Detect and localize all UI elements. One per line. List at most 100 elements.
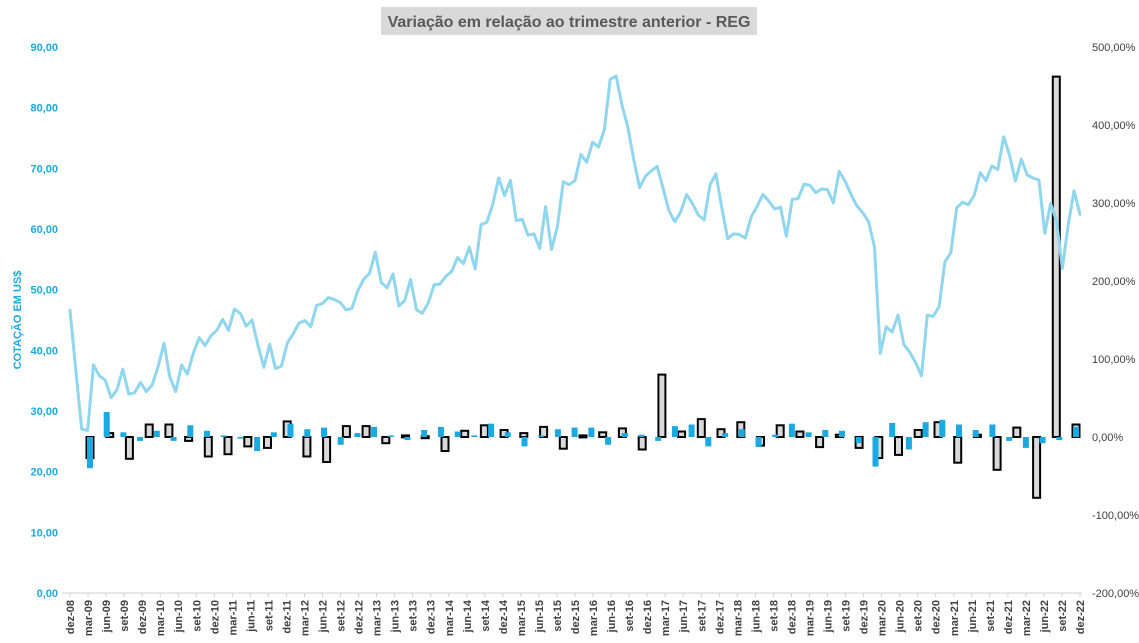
price-point bbox=[163, 342, 165, 344]
x-tick-label: jun-15 bbox=[534, 600, 546, 633]
quarter-change-box bbox=[144, 423, 154, 438]
price-point bbox=[867, 220, 870, 223]
price-point bbox=[427, 302, 430, 304]
quarter-change-box bbox=[637, 436, 647, 451]
change-bar bbox=[738, 429, 745, 437]
y-tick-label: 80,00 bbox=[30, 103, 58, 115]
change-bar bbox=[404, 437, 411, 441]
price-point bbox=[1014, 180, 1017, 182]
x-tick-label: set-15 bbox=[552, 600, 564, 632]
x-tick-label: dez-18 bbox=[786, 600, 798, 634]
change-bar bbox=[956, 424, 962, 437]
x-tick-label: set-12 bbox=[336, 600, 348, 632]
price-point bbox=[903, 343, 905, 346]
change-bar bbox=[337, 437, 344, 445]
y-tick-label: 10,00 bbox=[30, 527, 58, 539]
price-point bbox=[691, 202, 694, 205]
change-bar bbox=[454, 431, 461, 437]
y-tick-label: 90,00 bbox=[30, 42, 58, 54]
price-point bbox=[932, 315, 934, 318]
price-point bbox=[574, 179, 576, 182]
price-point bbox=[632, 158, 635, 160]
chart-title-box bbox=[381, 7, 757, 35]
quarter-change-box bbox=[164, 423, 174, 438]
box-series bbox=[85, 75, 1081, 499]
x-tick-label: dez-14 bbox=[498, 599, 510, 634]
change-bar bbox=[989, 424, 996, 437]
y-tick-label: 20,00 bbox=[30, 467, 58, 479]
quarter-change-box bbox=[124, 436, 134, 460]
price-point bbox=[627, 126, 629, 128]
change-bar bbox=[254, 437, 261, 451]
price-point bbox=[891, 331, 893, 333]
y-axis-right: -200,00% -100,00% 0,00% 100,00% 200,00% 300,0… bbox=[1092, 42, 1139, 600]
y2-tick-label: 0,00% bbox=[1092, 432, 1123, 444]
price-point bbox=[832, 202, 835, 204]
price-point bbox=[80, 428, 83, 431]
price-point bbox=[1073, 190, 1075, 192]
price-point bbox=[433, 284, 435, 286]
change-bar bbox=[321, 427, 327, 437]
change-bar bbox=[655, 437, 662, 441]
price-point bbox=[850, 193, 852, 196]
price-point bbox=[703, 219, 705, 221]
y-axis-left: 0,00 10,00 20,00 30,00 40,00 50,00 60,00 70,00 8… bbox=[30, 42, 58, 600]
change-bar bbox=[504, 432, 511, 437]
price-point bbox=[274, 367, 277, 370]
x-tick-label: dez-21 bbox=[1003, 600, 1015, 634]
x-tick-label: jun-09 bbox=[101, 600, 113, 633]
change-bar bbox=[521, 437, 528, 447]
price-point bbox=[1049, 202, 1052, 205]
price-point bbox=[815, 191, 817, 194]
x-tick-label: dez-10 bbox=[209, 600, 221, 634]
price-point bbox=[497, 177, 500, 179]
price-point bbox=[221, 318, 224, 321]
price-point bbox=[926, 314, 929, 316]
price-point bbox=[597, 146, 600, 148]
price-point bbox=[638, 186, 641, 189]
price-point bbox=[86, 429, 89, 432]
price-point bbox=[615, 75, 617, 77]
price-point bbox=[585, 161, 588, 164]
price-point bbox=[374, 251, 377, 253]
quarter-change-box bbox=[815, 436, 825, 449]
change-bar bbox=[621, 433, 628, 437]
price-point bbox=[820, 188, 823, 190]
x-tick-label: mar-15 bbox=[516, 600, 528, 636]
change-bar bbox=[421, 430, 428, 437]
price-point bbox=[1055, 220, 1058, 222]
change-bar bbox=[905, 437, 912, 450]
price-point bbox=[773, 208, 776, 210]
price-point bbox=[468, 246, 471, 248]
price-point bbox=[709, 183, 711, 186]
price-point bbox=[826, 188, 829, 191]
y-tick-label: 50,00 bbox=[30, 285, 58, 297]
price-point bbox=[885, 325, 887, 328]
price-point bbox=[997, 168, 999, 171]
price-point bbox=[398, 305, 400, 307]
price-point bbox=[298, 322, 300, 324]
change-bar bbox=[471, 435, 478, 437]
price-point bbox=[151, 384, 153, 386]
price-point bbox=[327, 296, 330, 299]
price-point bbox=[750, 216, 752, 218]
price-point bbox=[227, 329, 230, 332]
change-bar bbox=[387, 435, 394, 437]
price-point bbox=[762, 193, 764, 196]
price-point bbox=[938, 305, 940, 308]
price-point bbox=[415, 308, 418, 311]
price-point bbox=[104, 379, 106, 381]
change-bar bbox=[855, 437, 862, 444]
x-tick-label: mar-14 bbox=[444, 599, 456, 636]
price-point bbox=[732, 233, 735, 235]
bar-series bbox=[87, 412, 1079, 469]
price-point bbox=[169, 376, 171, 378]
x-tick-label: mar-09 bbox=[83, 600, 95, 636]
x-tick-label: mar-17 bbox=[660, 600, 672, 636]
price-point bbox=[339, 301, 341, 304]
price-point bbox=[257, 344, 259, 346]
quarter-change-box bbox=[381, 436, 391, 445]
change-bar bbox=[705, 437, 712, 447]
price-point bbox=[403, 299, 406, 302]
price-point bbox=[809, 184, 811, 187]
